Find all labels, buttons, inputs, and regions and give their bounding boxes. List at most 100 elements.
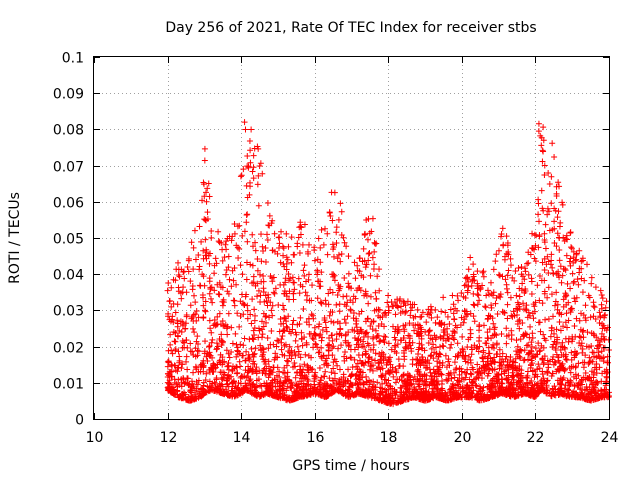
scatter-point	[570, 388, 577, 395]
scatter-point	[536, 218, 543, 225]
scatter-point	[333, 301, 340, 308]
scatter-point	[313, 389, 320, 396]
scatter-point	[528, 278, 535, 285]
scatter-point	[257, 160, 264, 167]
scatter-point	[493, 294, 500, 301]
scatter-point	[396, 297, 403, 304]
scatter-point	[347, 346, 354, 353]
scatter-point	[360, 245, 367, 252]
scatter-point	[445, 376, 452, 383]
scatter-point	[470, 261, 477, 268]
scatter-point	[297, 354, 304, 361]
scatter-point	[525, 351, 532, 358]
scatter-point	[248, 345, 255, 352]
scatter-point	[254, 267, 261, 274]
scatter-point	[239, 232, 246, 239]
scatter-point	[224, 288, 231, 295]
scatter-point	[180, 268, 187, 275]
scatter-point	[333, 224, 340, 231]
scatter-point	[183, 313, 190, 320]
scatter-point	[541, 171, 548, 178]
scatter-point	[373, 240, 380, 247]
scatter-point	[540, 148, 547, 155]
scatter-point	[509, 313, 516, 320]
scatter-point	[378, 388, 385, 395]
scatter-point	[535, 196, 542, 203]
scatter-point	[258, 346, 265, 353]
scatter-point	[416, 372, 423, 379]
scatter-point	[229, 363, 236, 370]
scatter-point	[571, 278, 578, 285]
scatter-point	[520, 300, 527, 307]
scatter-point	[342, 339, 349, 346]
scatter-point	[600, 322, 607, 329]
scatter-point	[340, 374, 347, 381]
scatter-point	[534, 282, 541, 289]
scatter-point	[451, 359, 458, 366]
scatter-point	[359, 352, 366, 359]
scatter-point	[378, 349, 385, 356]
scatter-point	[416, 368, 423, 375]
scatter-point	[246, 191, 253, 198]
scatter-point	[419, 345, 426, 352]
scatter-point	[298, 390, 305, 397]
scatter-point	[471, 302, 478, 309]
scatter-point	[459, 333, 466, 340]
scatter-point	[534, 373, 541, 380]
scatter-point	[476, 297, 483, 304]
scatter-point	[259, 351, 266, 358]
scatter-point	[563, 291, 570, 298]
scatter-point	[275, 394, 282, 401]
scatter-point	[303, 341, 310, 348]
scatter-point	[420, 397, 427, 404]
scatter-point	[510, 376, 517, 383]
scatter-point	[199, 197, 206, 204]
scatter-point	[484, 361, 491, 368]
scatter-point	[209, 354, 216, 361]
scatter-point	[291, 286, 298, 293]
scatter-point	[492, 384, 499, 391]
scatter-point	[498, 330, 505, 337]
scatter-point	[509, 274, 516, 281]
scatter-point	[297, 314, 304, 321]
scatter-point	[582, 396, 589, 403]
scatter-point	[452, 366, 459, 373]
scatter-point	[280, 306, 287, 313]
scatter-point	[323, 324, 330, 331]
scatter-point	[588, 274, 595, 281]
scatter-point	[240, 342, 247, 349]
scatter-point	[530, 315, 537, 322]
scatter-point	[281, 314, 288, 321]
scatter-point	[536, 348, 543, 355]
scatter-point	[402, 308, 409, 315]
scatter-point	[206, 369, 213, 376]
scatter-point	[522, 265, 529, 272]
scatter-point	[277, 316, 284, 323]
scatter-point	[233, 390, 240, 397]
scatter-point	[450, 301, 457, 308]
scatter-point	[541, 353, 548, 360]
scatter-point	[338, 342, 345, 349]
scatter-point	[275, 301, 282, 308]
scatter-point	[521, 332, 528, 339]
scatter-point	[298, 336, 305, 343]
scatter-point	[213, 260, 220, 267]
scatter-point	[278, 228, 285, 235]
scatter-point	[535, 120, 542, 127]
scatter-point	[394, 302, 401, 309]
scatter-point	[312, 340, 319, 347]
scatter-point	[245, 163, 252, 170]
scatter-point	[365, 300, 372, 307]
scatter-point	[418, 392, 425, 399]
scatter-point	[515, 318, 522, 325]
scatter-point	[369, 367, 376, 374]
scatter-point	[298, 329, 305, 336]
scatter-point	[246, 356, 253, 363]
scatter-point	[272, 376, 279, 383]
scatter-point	[497, 233, 504, 240]
scatter-point	[264, 237, 271, 244]
scatter-point	[308, 366, 315, 373]
scatter-point	[521, 347, 528, 354]
scatter-point	[344, 299, 351, 306]
scatter-point	[406, 339, 413, 346]
